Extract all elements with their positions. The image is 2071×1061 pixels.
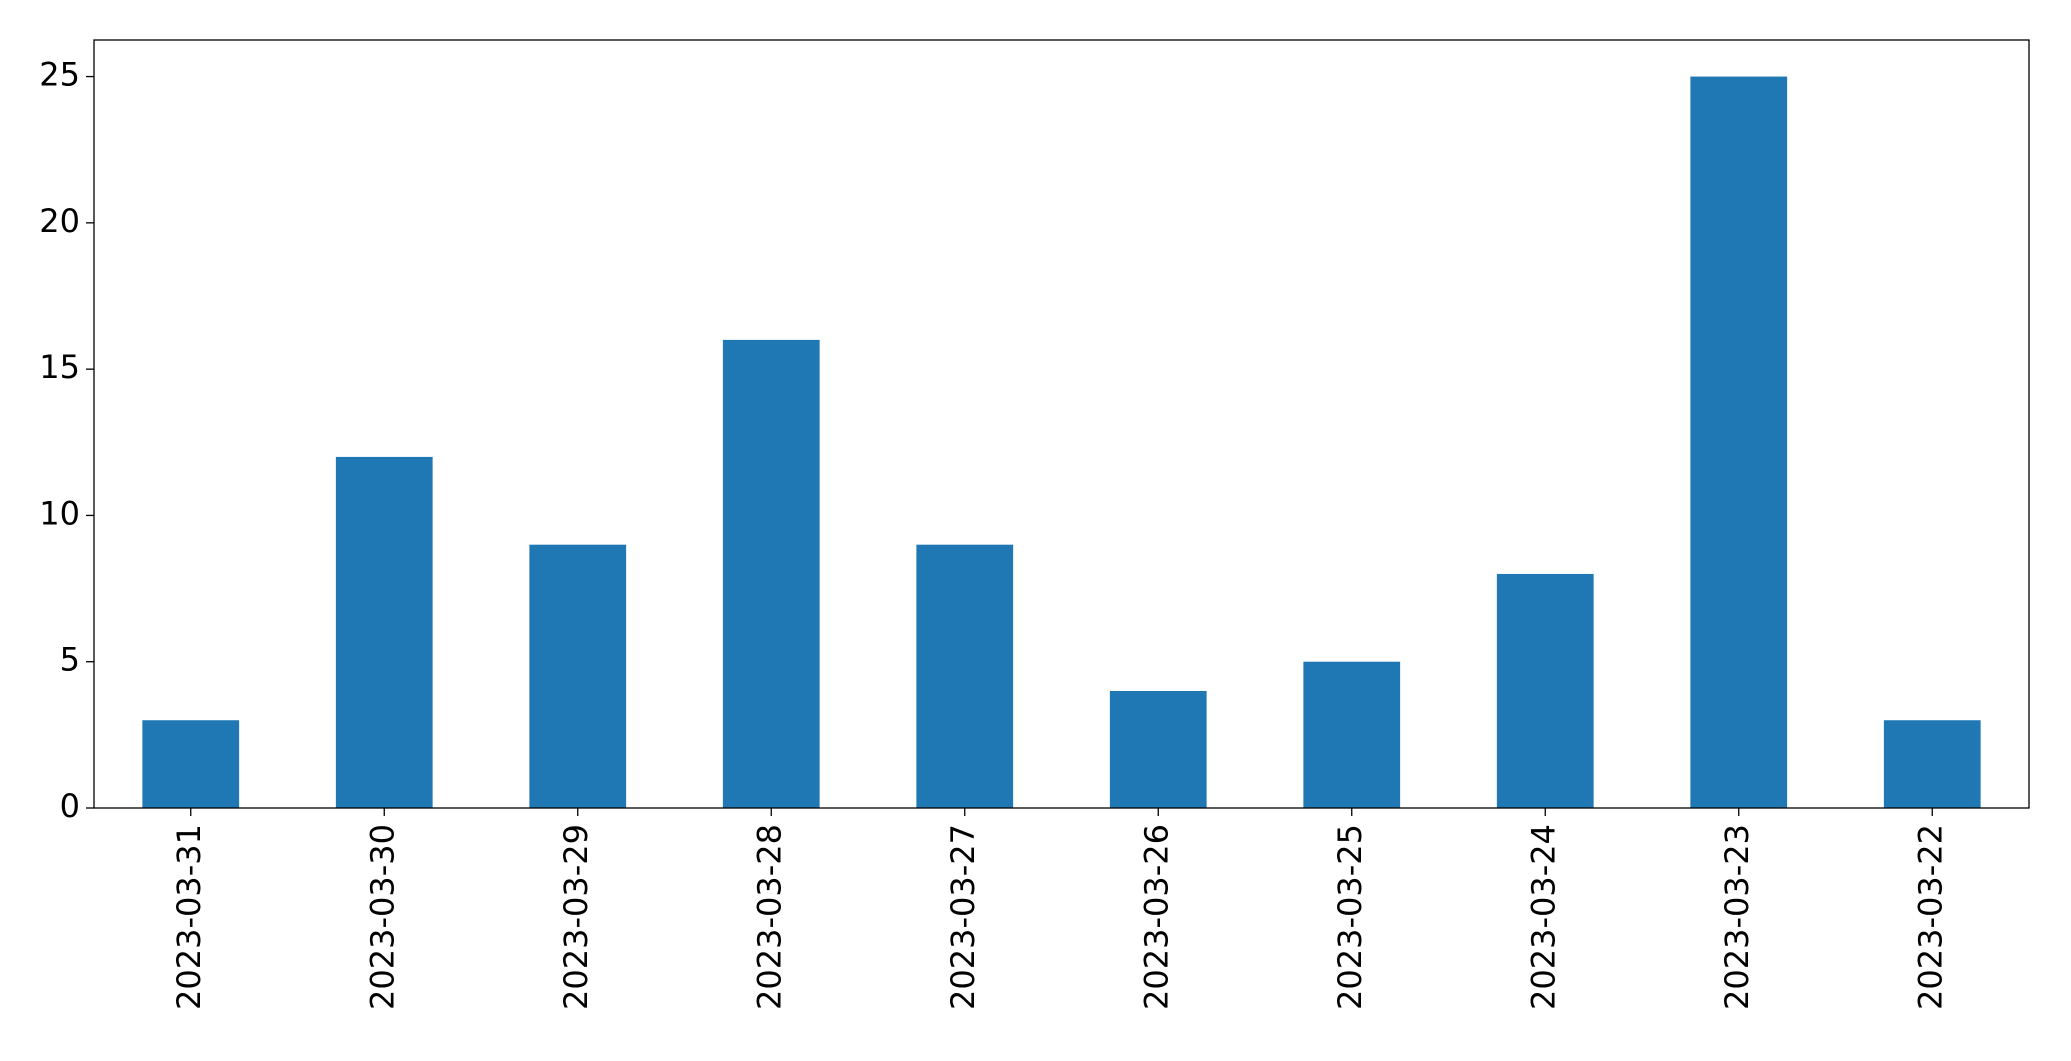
y-tick-label: 5 (60, 641, 80, 679)
bar (1883, 720, 1981, 808)
bar (1690, 76, 1788, 809)
x-tick-label: 2023-03-27 (944, 824, 982, 1010)
x-tick-label: 2023-03-22 (1911, 824, 1949, 1010)
x-tick-label: 2023-03-30 (363, 824, 401, 1010)
x-tick-label: 2023-03-31 (170, 824, 208, 1010)
bar (1496, 573, 1594, 808)
x-tick-label: 2023-03-24 (1524, 824, 1562, 1010)
y-tick-label: 25 (39, 56, 80, 94)
y-tick-label: 15 (39, 348, 80, 386)
bar (1303, 661, 1401, 808)
x-tick-label: 2023-03-29 (557, 824, 595, 1010)
bar (335, 456, 433, 808)
x-tick-label: 2023-03-28 (750, 824, 788, 1010)
y-tick-label: 0 (60, 787, 80, 825)
bar (722, 339, 820, 808)
bar (142, 720, 240, 808)
bar (916, 544, 1014, 808)
x-tick-label: 2023-03-26 (1137, 824, 1175, 1010)
bar (529, 544, 627, 808)
y-tick-label: 20 (39, 202, 80, 240)
y-tick-label: 10 (39, 494, 80, 532)
x-tick-label: 2023-03-25 (1331, 824, 1369, 1010)
plot-frame (93, 39, 2030, 809)
x-tick-label: 2023-03-23 (1718, 824, 1756, 1010)
bar (1109, 690, 1207, 808)
